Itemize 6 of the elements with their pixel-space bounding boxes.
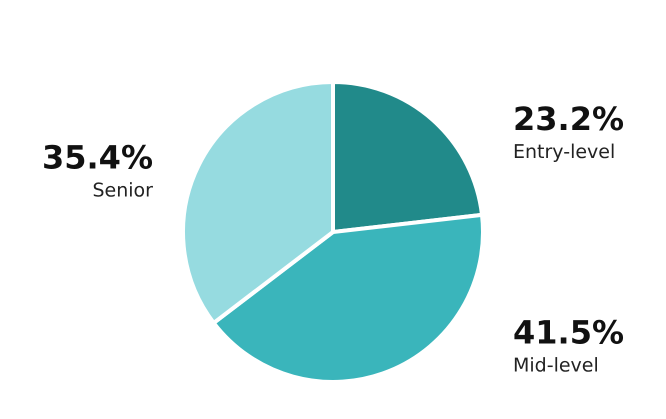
data-label: 35.4%	[42, 138, 153, 176]
slice-label: Senior	[92, 179, 154, 202]
data-label: 23.2%	[513, 100, 624, 138]
data-label: 41.5%	[513, 313, 624, 352]
slice-label: Mid-level	[513, 354, 599, 376]
slice-label: Entry-level	[513, 140, 616, 163]
